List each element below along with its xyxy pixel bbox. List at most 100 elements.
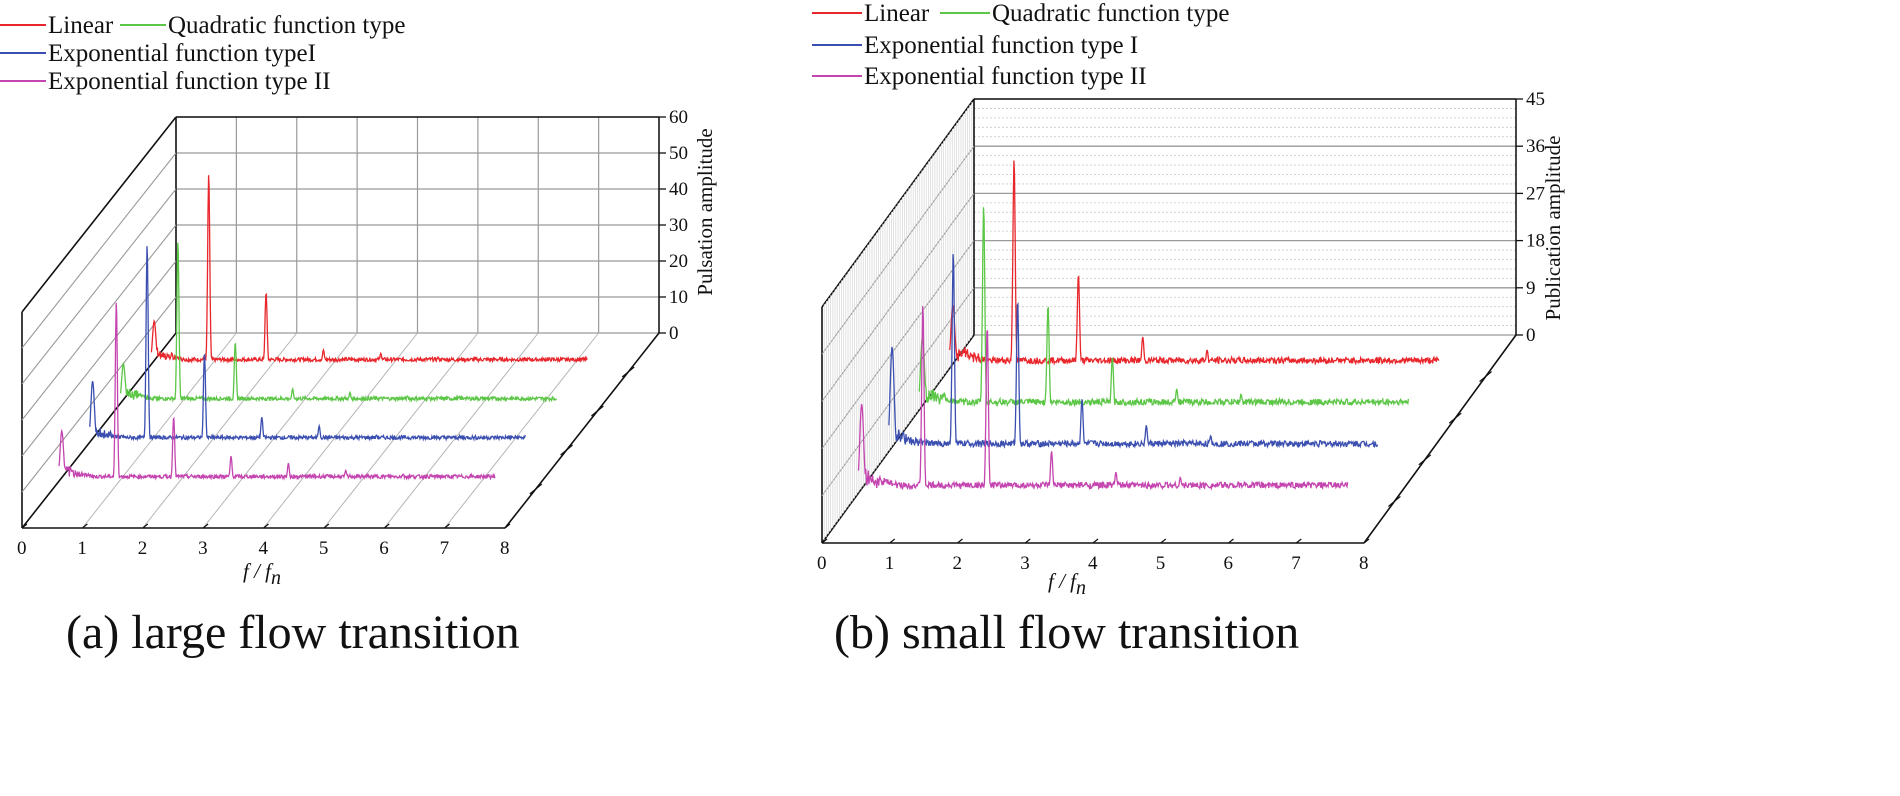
x-tick-mark <box>821 538 828 544</box>
legend-label-3: Exponential function typeI <box>48 40 316 67</box>
series-line-2 <box>119 242 558 403</box>
x-tick-label: 4 <box>1088 553 1098 574</box>
series-line-4 <box>58 302 496 481</box>
y-tick-label: 10 <box>669 287 688 308</box>
series-group <box>857 160 1440 491</box>
x-tick-mark <box>21 523 28 529</box>
right-depth-edge <box>504 332 660 529</box>
x-tick-mark <box>444 523 450 529</box>
left-wall-gridline <box>21 188 177 385</box>
x-axis-title: f / fn <box>1048 569 1086 599</box>
figure-caption-a: (a) large flow transition <box>66 606 520 659</box>
x-tick-mark <box>1228 538 1234 544</box>
depth-tick <box>560 444 573 456</box>
x-tick-mark <box>889 538 896 544</box>
x-tick-label: 8 <box>500 538 510 559</box>
y-tick-label: 30 <box>669 215 688 236</box>
x-tick-label: 8 <box>1359 553 1369 574</box>
x-tick-label: 5 <box>319 538 329 559</box>
legend-label-4: Exponential function type II <box>864 63 1147 90</box>
y-ticks: 0 9 18 27 36 45 <box>1515 89 1545 346</box>
x-tick-label: 1 <box>885 553 895 574</box>
depth-axis <box>21 332 177 529</box>
x-tick-label: 6 <box>1224 553 1234 574</box>
y-tick-label: 40 <box>669 179 688 200</box>
x-tick-mark <box>323 523 330 529</box>
depth-tick <box>1448 412 1462 424</box>
left-wall-gridline <box>21 152 177 349</box>
y-tick-label: 20 <box>669 251 688 272</box>
depth-tick <box>591 405 604 417</box>
x-tick-label: 5 <box>1156 553 1166 574</box>
x-ticks: 0 1 2 3 4 5 6 7 8 <box>17 523 511 559</box>
left-wall <box>821 98 1516 544</box>
y-tick-label: 0 <box>669 323 679 344</box>
x-tick-label: 3 <box>198 538 208 559</box>
y-axis-title: Publication amplitude <box>1541 136 1565 321</box>
back-wall <box>973 98 1517 336</box>
x-tick-label: 4 <box>259 538 269 559</box>
x-tick-mark <box>1160 538 1167 544</box>
y-tick-label: 45 <box>1526 89 1545 110</box>
figure-caption-b: (b) small flow transition <box>834 606 1299 659</box>
floor-gridline <box>81 332 237 529</box>
y-tick-label: 0 <box>1526 325 1536 346</box>
y-tick-label: 36 <box>1526 136 1545 157</box>
x-tick-label: 1 <box>77 538 87 559</box>
x-axis-title: f / fn <box>243 559 281 589</box>
left-wall-gridline <box>21 296 177 493</box>
x-tick-mark <box>957 538 963 544</box>
series-line-2 <box>918 207 1410 408</box>
back-wall <box>175 116 660 334</box>
x-tick-label: 2 <box>138 538 148 559</box>
series-group <box>58 175 588 481</box>
x-tick-mark <box>1295 538 1302 544</box>
x-tick-mark <box>263 523 269 529</box>
legend-label-1: Linear <box>48 12 114 39</box>
series-line-1 <box>150 175 588 364</box>
left-wall <box>21 116 659 529</box>
floor-gridline <box>142 332 298 529</box>
floor-gridline <box>263 332 418 529</box>
y-tick-label: 27 <box>1526 183 1545 204</box>
x-ticks: 0 1 2 3 4 5 6 7 8 <box>817 538 1370 574</box>
y-tick-label: 18 <box>1526 231 1545 252</box>
legend-label-2: Quadratic function type <box>992 0 1229 27</box>
legend-label-1: Linear <box>864 0 930 27</box>
floor-gridline <box>444 332 600 529</box>
x-tick-label: 0 <box>17 538 27 559</box>
floor <box>22 332 660 529</box>
x-tick-label: 7 <box>440 538 450 559</box>
x-tick-label: 6 <box>379 538 389 559</box>
floor-gridline <box>383 332 539 529</box>
series-line-3 <box>89 246 527 442</box>
legend: Linear Quadratic function typeExponential… <box>0 12 405 95</box>
floor-gridline <box>202 332 358 529</box>
x-tick-label: 7 <box>1291 553 1301 574</box>
y-axis-title: Pulsation amplitude <box>693 128 717 295</box>
legend: Linear Quadratic function type Exponential… <box>812 0 1229 90</box>
series-line-3 <box>888 254 1379 449</box>
x-tick-mark <box>383 523 390 529</box>
right-depth-edge <box>1363 334 1517 544</box>
y-tick-label: 9 <box>1526 278 1536 299</box>
y-tick-label: 50 <box>669 143 688 164</box>
x-tick-mark <box>1024 538 1031 544</box>
floor-gridline <box>323 332 479 529</box>
x-tick-label: 2 <box>953 553 963 574</box>
x-tick-mark <box>202 523 209 529</box>
legend-label-4: Exponential function type II <box>48 68 331 95</box>
left-wall-gridline <box>21 224 177 421</box>
depth-tick <box>529 483 543 495</box>
x-tick-mark <box>82 523 88 529</box>
left-wall-gridline <box>21 260 177 457</box>
legend-label-2: Quadratic function type <box>168 12 405 39</box>
depth-tick <box>621 366 635 378</box>
y-tick-label: 60 <box>669 107 688 128</box>
legend-label-3: Exponential function type I <box>864 32 1138 59</box>
top-left-edge <box>21 116 177 313</box>
x-tick-mark <box>1363 538 1370 544</box>
x-tick-label: 0 <box>817 553 827 574</box>
